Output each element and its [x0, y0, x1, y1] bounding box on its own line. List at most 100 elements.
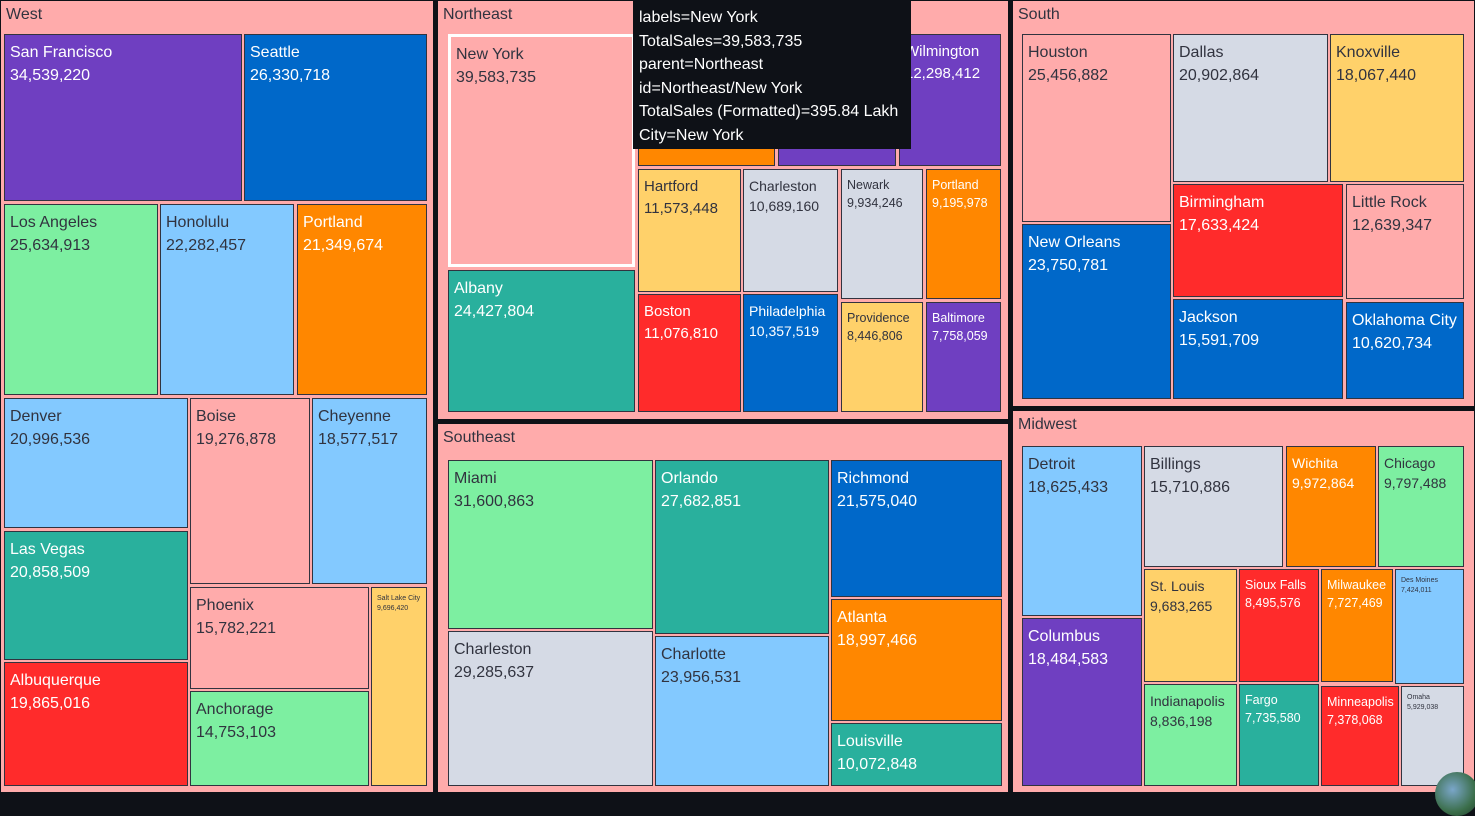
tile-label: Portland — [303, 214, 363, 231]
tile-value: 23,750,781 — [1028, 257, 1109, 275]
tile-value: 19,865,016 — [10, 695, 91, 713]
tile-las-vegas[interactable]: Las Vegas 20,858,509 — [4, 531, 188, 660]
tile-value: 14,753,103 — [196, 724, 277, 742]
tile-seattle[interactable]: Seattle 26,330,718 — [244, 34, 427, 201]
tile-value: 25,634,913 — [10, 237, 91, 255]
tile-knoxville[interactable]: Knoxville 18,067,440 — [1330, 34, 1464, 182]
tile-label: Denver — [10, 408, 62, 425]
tile-label: St. Louis — [1150, 578, 1205, 594]
tile-orlando[interactable]: Orlando 27,682,851 — [655, 460, 829, 634]
tile-value: 9,972,864 — [1292, 475, 1355, 492]
tile-providence[interactable]: Providence 8,446,806 — [841, 302, 923, 412]
tile-label: Wichita — [1292, 455, 1338, 471]
tile-atlanta[interactable]: Atlanta 18,997,466 — [831, 599, 1002, 721]
tile-value: 20,902,864 — [1179, 67, 1260, 85]
tile-label: Indianapolis — [1150, 693, 1225, 709]
tile-louisville[interactable]: Louisville 10,072,848 — [831, 723, 1002, 786]
tile-label: Sioux Falls — [1245, 578, 1307, 592]
tile-label: Boise — [196, 408, 237, 425]
tile-jackson[interactable]: Jackson 15,591,709 — [1173, 299, 1343, 399]
tile-value: 8,495,576 — [1245, 596, 1301, 611]
region-label: South — [1018, 6, 1060, 23]
hover-tooltip: labels=New York TotalSales=39,583,735 pa… — [633, 0, 911, 149]
tile-charleston[interactable]: Charleston 29,285,637 — [448, 631, 653, 786]
tile-phoenix[interactable]: Phoenix 15,782,221 — [190, 587, 369, 689]
tile-honolulu[interactable]: Honolulu 22,282,457 — [160, 204, 294, 395]
tile-value: 7,424,011 — [1401, 587, 1432, 595]
tile-detroit[interactable]: Detroit 18,625,433 — [1022, 446, 1142, 616]
tooltip-line: parent=Northeast — [639, 56, 764, 73]
tile-albuquerque[interactable]: Albuquerque 19,865,016 — [4, 662, 188, 786]
tile-label: Des Moines — [1401, 577, 1438, 584]
tile-hartford[interactable]: Hartford 11,573,448 — [638, 169, 741, 292]
tile-dallas[interactable]: Dallas 20,902,864 — [1173, 34, 1328, 182]
tile-minneapolis[interactable]: Minneapolis 7,378,068 — [1321, 686, 1399, 786]
region-west[interactable]: West San Francisco 34,539,220 Seattle 26,330… — [0, 0, 434, 793]
tile-portland[interactable]: Portland 9,195,978 — [926, 169, 1001, 299]
tile-oklahoma-city[interactable]: Oklahoma City 10,620,734 — [1346, 302, 1464, 399]
tile-value: 34,539,220 — [10, 67, 91, 85]
tile-value: 18,067,440 — [1336, 67, 1417, 85]
avatar[interactable] — [1435, 772, 1475, 816]
tile-wichita[interactable]: Wichita 9,972,864 — [1286, 446, 1376, 567]
tile-st-louis[interactable]: St. Louis 9,683,265 — [1144, 569, 1237, 682]
tile-salt-lake-city[interactable]: Salt Lake City 9,696,420 — [371, 587, 427, 786]
tile-wilmington[interactable]: Wilmington 12,298,412 — [899, 34, 1001, 166]
tooltip-line: TotalSales (Formatted)=395.84 Lakh — [639, 103, 899, 120]
tile-miami[interactable]: Miami 31,600,863 — [448, 460, 653, 629]
tile-label: New Orleans — [1028, 234, 1121, 251]
tile-chicago[interactable]: Chicago 9,797,488 — [1378, 446, 1464, 567]
tile-portland[interactable]: Portland 21,349,674 — [297, 204, 427, 395]
tile-birmingham[interactable]: Birmingham 17,633,424 — [1173, 184, 1343, 297]
tile-label: Phoenix — [196, 597, 254, 614]
tile-philadelphia[interactable]: Philadelphia 10,357,519 — [743, 294, 838, 412]
tile-baltimore[interactable]: Baltimore 7,758,059 — [926, 302, 1001, 412]
tile-fargo[interactable]: Fargo 7,735,580 — [1239, 684, 1319, 786]
tile-little-rock[interactable]: Little Rock 12,639,347 — [1346, 184, 1464, 299]
tile-label: Portland — [932, 178, 979, 192]
tile-billings[interactable]: Billings 15,710,886 — [1144, 446, 1283, 567]
tile-label: Little Rock — [1352, 194, 1427, 211]
tile-value: 39,583,735 — [456, 69, 537, 87]
tile-cheyenne[interactable]: Cheyenne 18,577,517 — [312, 398, 427, 584]
region-south[interactable]: South Houston 25,456,882 Dallas 20,902,864 Kn… — [1012, 0, 1475, 407]
tile-value: 15,591,709 — [1179, 332, 1260, 350]
tile-san-francisco[interactable]: San Francisco 34,539,220 — [4, 34, 242, 201]
tile-sioux-falls[interactable]: Sioux Falls 8,495,576 — [1239, 569, 1319, 682]
region-midwest[interactable]: Midwest Detroit 18,625,433 Billings 15,710,8… — [1012, 410, 1475, 793]
tile-value: 10,357,519 — [749, 323, 820, 340]
tile-los-angeles[interactable]: Los Angeles 25,634,913 — [4, 204, 158, 395]
tile-value: 27,682,851 — [661, 493, 742, 511]
tile-indianapolis[interactable]: Indianapolis 8,836,198 — [1144, 684, 1237, 786]
sales-treemap: West San Francisco 34,539,220 Seattle 26,330… — [0, 0, 1475, 793]
tile-value: 10,689,160 — [749, 198, 820, 215]
tile-value: 12,298,412 — [905, 64, 981, 82]
tile-new-york[interactable]: New York 39,583,735 — [448, 34, 635, 267]
tile-label: Minneapolis — [1327, 695, 1394, 709]
tile-value: 10,072,848 — [837, 756, 918, 774]
tile-label: San Francisco — [10, 44, 113, 61]
tile-boston[interactable]: Boston 11,076,810 — [638, 294, 741, 412]
tile-omaha[interactable]: Omaha 5,929,038 — [1401, 686, 1464, 786]
tile-charleston[interactable]: Charleston 10,689,160 — [743, 169, 838, 292]
region-southeast[interactable]: Southeast Miami 31,600,863 Orlando 27,682,85… — [437, 423, 1009, 793]
tile-label: Providence — [847, 311, 910, 325]
tile-anchorage[interactable]: Anchorage 14,753,103 — [190, 691, 369, 786]
tile-richmond[interactable]: Richmond 21,575,040 — [831, 460, 1002, 597]
tile-houston[interactable]: Houston 25,456,882 — [1022, 34, 1171, 222]
tile-value: 7,378,068 — [1327, 713, 1383, 728]
tile-new-orleans[interactable]: New Orleans 23,750,781 — [1022, 224, 1171, 399]
tile-milwaukee[interactable]: Milwaukee 7,727,469 — [1321, 569, 1393, 682]
tile-value: 17,633,424 — [1179, 217, 1260, 235]
tile-des-moines[interactable]: Des Moines 7,424,011 — [1395, 569, 1464, 684]
tile-charlotte[interactable]: Charlotte 23,956,531 — [655, 636, 829, 786]
tile-columbus[interactable]: Columbus 18,484,583 — [1022, 618, 1142, 786]
tile-value: 15,710,886 — [1150, 479, 1231, 497]
tile-boise[interactable]: Boise 19,276,878 — [190, 398, 310, 584]
tile-value: 10,620,734 — [1352, 335, 1433, 353]
tile-newark[interactable]: Newark 9,934,246 — [841, 169, 923, 299]
tile-albany[interactable]: Albany 24,427,804 — [448, 270, 635, 412]
region-label: Midwest — [1018, 416, 1077, 433]
tile-value: 7,758,059 — [932, 329, 988, 344]
tile-denver[interactable]: Denver 20,996,536 — [4, 398, 188, 528]
